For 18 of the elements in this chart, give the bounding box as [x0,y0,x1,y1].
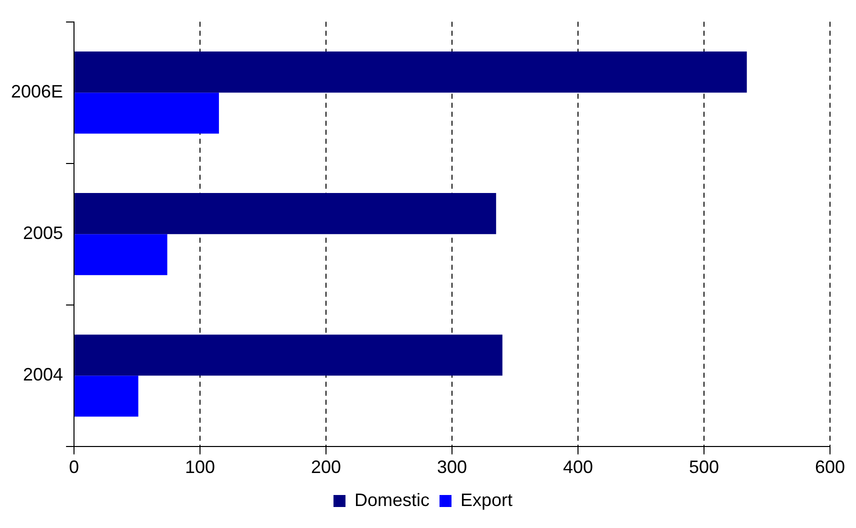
x-tick-label: 200 [311,457,342,478]
bar [74,234,168,276]
x-tick-label: 100 [185,457,216,478]
y-tick-label: 2006E [10,82,64,102]
bar [74,193,496,234]
x-tick-label: 600 [814,457,846,478]
bar [74,376,138,417]
legend-label: Domestic [354,490,430,510]
x-tick-label: 300 [436,457,468,478]
x-tick-label: 0 [69,457,80,478]
bar [74,334,502,376]
bar [74,92,219,134]
bar [74,52,747,93]
x-tick-label: 500 [688,457,720,478]
y-tick-label: 2004 [23,364,64,385]
legend-label: Export [460,490,513,510]
x-tick-label: 400 [562,457,594,478]
y-tick-label: 2005 [23,223,64,244]
